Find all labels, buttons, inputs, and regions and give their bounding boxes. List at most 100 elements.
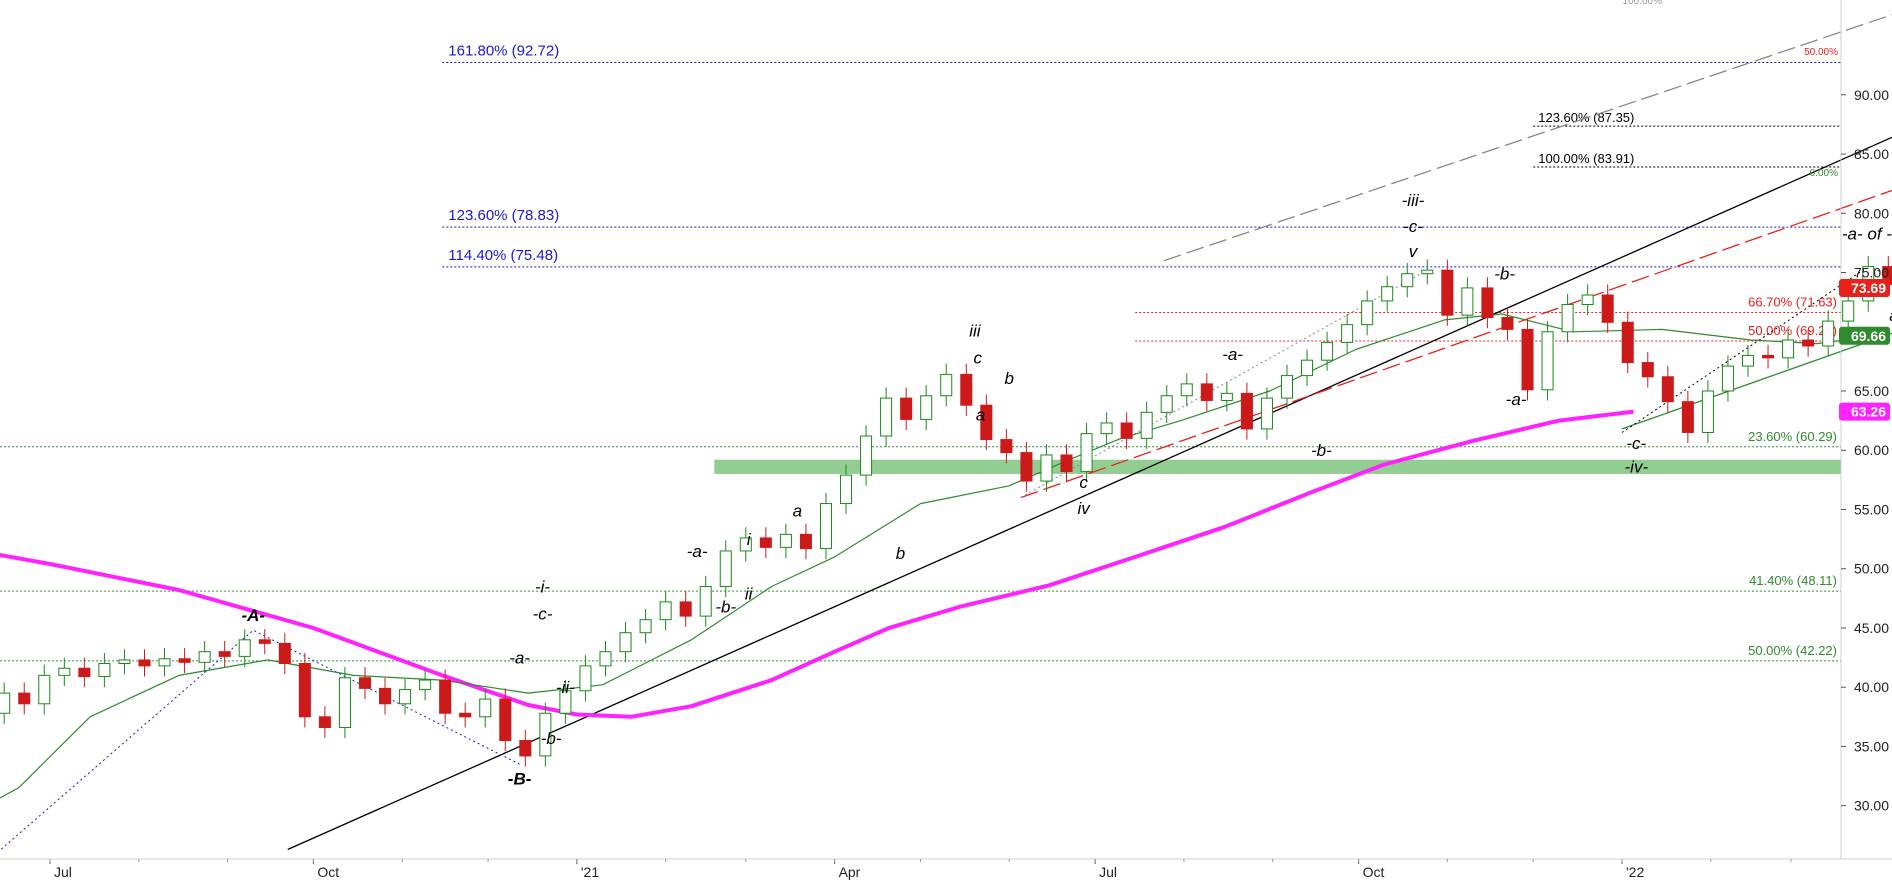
y-tick-label: 55.00 [1854, 501, 1889, 517]
candle-body [960, 373, 973, 406]
wave-label: -c- [1403, 217, 1423, 236]
candle-body [18, 692, 31, 705]
candle-body [1481, 287, 1494, 319]
fib-label: 161.80% (92.72) [448, 43, 559, 60]
x-tick-label: Oct [317, 864, 339, 880]
candle-body [1140, 411, 1153, 439]
wave-label: -a- [687, 542, 708, 561]
price-badge [1839, 279, 1890, 298]
candle-body [1341, 324, 1354, 343]
candle-body [1601, 294, 1614, 323]
fib-label: 23.60% (60.29) [1748, 429, 1837, 444]
wave-label: -c- [533, 605, 553, 624]
y-tick-label: 75.00 [1854, 265, 1889, 281]
candle-body [278, 642, 291, 665]
y-tick-label: 50.00 [1854, 561, 1889, 577]
price-badge [1839, 402, 1890, 421]
fib-label: 123.60% (78.83) [448, 207, 559, 224]
candle-body [198, 651, 211, 663]
candle-body [619, 632, 632, 653]
channel-labels: 100.00% 50.00% 0.00% [1623, 0, 1839, 179]
wave-label: -a- [509, 649, 530, 668]
candle-body [1401, 273, 1414, 288]
trendline [1621, 332, 1892, 430]
candle-body [298, 663, 311, 718]
candle-body [499, 698, 512, 742]
candle-body [138, 659, 151, 667]
candle-body [1160, 395, 1173, 413]
x-tick-label: Jul [1099, 864, 1117, 880]
wave-label: -b- [541, 729, 562, 748]
candle-body [739, 537, 752, 552]
candle-body [1782, 339, 1795, 359]
candle-body [158, 658, 171, 667]
wave-label: b [896, 544, 905, 563]
candle-body [1721, 365, 1734, 392]
support-zone-layer [714, 459, 1841, 474]
candle-body [1521, 328, 1534, 391]
wave-label: c [973, 349, 982, 368]
x-tick-label: Apr [839, 864, 861, 880]
fib-label: 66.70% (71.63) [1748, 294, 1837, 309]
wave-label: -B- [508, 769, 532, 788]
trendline [1163, 14, 1892, 262]
channel-label: 50.00% [1804, 47, 1838, 58]
wave-label: a [793, 502, 802, 521]
candle-body [1822, 320, 1835, 347]
wave-label: -b- [1494, 265, 1515, 284]
candle-body [860, 435, 873, 476]
fib-label: 41.40% (48.11) [1749, 573, 1837, 588]
x-tick-label: Oct [1363, 864, 1385, 880]
candle-body [579, 665, 592, 692]
trendline [0, 629, 520, 851]
candle-body [1040, 454, 1053, 482]
fib-label: 100.00% (83.91) [1538, 151, 1634, 166]
candle-body [1561, 304, 1574, 333]
candle-body [1381, 286, 1394, 302]
candle-body [1762, 354, 1775, 359]
fib-label: 50.00% (69.22) [1748, 323, 1837, 338]
wave-label: iii [969, 321, 982, 340]
candle-body [38, 674, 51, 705]
x-tick-label: Jul [54, 864, 72, 880]
candle-body [980, 404, 993, 441]
wave-label: -iii- [1402, 191, 1425, 210]
candle-body [1000, 439, 1013, 454]
candle-body [1621, 321, 1634, 364]
candle-body [599, 651, 612, 667]
candle-body [379, 687, 392, 705]
candle-body [519, 740, 532, 757]
candle-body [1120, 422, 1133, 439]
x-tick-label: '22 [1626, 864, 1644, 880]
candle-body [1321, 341, 1334, 361]
wave-label: b [1005, 369, 1014, 388]
fib-label: 114.40% (75.48) [448, 247, 558, 264]
wave-label: a [1889, 306, 1892, 325]
wave-label: -ii- [556, 678, 575, 697]
y-tick-label: 90.00 [1854, 87, 1889, 103]
candle-body [1842, 300, 1855, 322]
y-tick-label: 45.00 [1854, 620, 1889, 636]
candle-body [1741, 354, 1755, 367]
wave-labels-layer: -A--B--C--v--c--i--c--a--ii--b--a--b-iii… [241, 191, 1892, 788]
candle-body [1100, 422, 1113, 435]
candle-body [1301, 359, 1314, 377]
wave-label: -b- [715, 598, 736, 617]
price-badges: 73.69 69.66 63.26 [1839, 279, 1890, 421]
candle-body [1060, 454, 1073, 473]
candle-body [799, 533, 812, 550]
candle-body [1180, 383, 1193, 397]
candle-body [178, 658, 191, 663]
trendline [1020, 189, 1892, 499]
candle-body [1441, 269, 1454, 316]
wave-label: c [1079, 473, 1088, 492]
candle-body [1421, 269, 1434, 275]
candle-body [459, 712, 472, 718]
wave-label: i [747, 530, 752, 549]
candle-body [0, 692, 11, 714]
y-tick-label: 40.00 [1854, 679, 1889, 695]
candle-body [880, 397, 893, 437]
candle-body [819, 503, 832, 550]
candle-body [920, 395, 933, 420]
